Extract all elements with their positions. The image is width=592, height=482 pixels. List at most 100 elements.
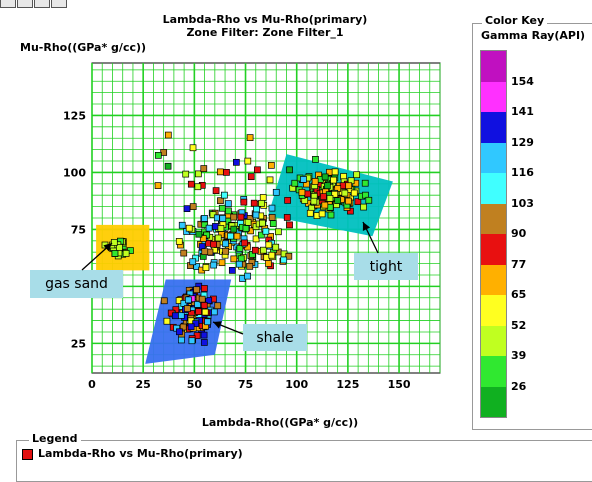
data-point bbox=[233, 232, 241, 240]
data-point bbox=[164, 162, 172, 170]
data-point bbox=[244, 272, 251, 280]
data-point bbox=[334, 197, 342, 204]
data-point bbox=[203, 231, 211, 239]
color-key-label: 103 bbox=[511, 196, 534, 210]
x-tick-label: 0 bbox=[88, 378, 96, 391]
color-key-swatch bbox=[481, 325, 506, 356]
data-point bbox=[202, 264, 210, 272]
color-key-swatch bbox=[481, 51, 506, 82]
data-point bbox=[164, 131, 172, 139]
data-point bbox=[199, 235, 207, 242]
data-point bbox=[310, 197, 318, 205]
data-point bbox=[286, 166, 293, 174]
color-key-swatch bbox=[481, 142, 506, 173]
data-point bbox=[216, 168, 224, 176]
data-point bbox=[240, 198, 248, 206]
data-point bbox=[257, 231, 265, 239]
y-tick-label: 75 bbox=[71, 223, 86, 236]
color-key-swatch bbox=[481, 264, 506, 295]
data-point bbox=[230, 255, 238, 263]
data-point bbox=[265, 241, 273, 249]
chart-subtitle: Zone Filter: Zone Filter_1 bbox=[186, 26, 344, 39]
data-point bbox=[176, 328, 183, 336]
data-point bbox=[178, 336, 185, 344]
data-point bbox=[177, 312, 185, 319]
color-key-variable: Gamma Ray(API) bbox=[481, 29, 586, 42]
data-point bbox=[116, 244, 123, 251]
x-tick-label: 25 bbox=[136, 378, 151, 391]
data-point bbox=[284, 196, 291, 204]
data-point bbox=[224, 200, 232, 207]
data-point bbox=[180, 249, 188, 257]
data-point bbox=[217, 197, 224, 205]
color-key-swatch bbox=[481, 295, 506, 326]
data-point bbox=[194, 301, 201, 308]
arrow-head bbox=[213, 321, 222, 329]
data-point bbox=[291, 179, 299, 187]
data-point bbox=[268, 251, 276, 259]
annotation-label: gas sand bbox=[45, 276, 108, 292]
data-point bbox=[286, 221, 293, 229]
color-key-swatch bbox=[481, 81, 506, 112]
toolbar-button[interactable] bbox=[0, 0, 16, 8]
data-point bbox=[221, 191, 228, 199]
data-point bbox=[361, 179, 369, 187]
data-point bbox=[189, 203, 197, 210]
data-point bbox=[122, 250, 130, 257]
data-point bbox=[365, 196, 373, 204]
data-point bbox=[189, 144, 197, 152]
data-point bbox=[235, 260, 243, 268]
data-point bbox=[227, 232, 234, 240]
data-point bbox=[268, 204, 276, 212]
chart-title: Lambda-Rho vs Mu-Rho(primary) bbox=[162, 13, 368, 26]
color-key-label: 116 bbox=[511, 166, 534, 179]
data-point bbox=[230, 225, 238, 233]
toolbar-button[interactable] bbox=[34, 0, 50, 8]
data-point bbox=[210, 308, 218, 316]
data-point bbox=[214, 302, 222, 310]
data-point bbox=[201, 248, 209, 256]
color-key-label: 141 bbox=[511, 105, 534, 118]
y-axis-label: Mu-Rho((GPa* g/cc)) bbox=[20, 41, 147, 54]
data-point bbox=[200, 339, 208, 346]
data-point bbox=[345, 182, 353, 190]
data-point bbox=[265, 260, 272, 267]
data-point bbox=[252, 235, 260, 243]
color-key-swatch bbox=[481, 112, 506, 143]
color-key-label: 26 bbox=[511, 379, 527, 393]
toolbar-button[interactable] bbox=[17, 0, 33, 8]
y-tick-label: 100 bbox=[63, 166, 86, 179]
data-point bbox=[219, 215, 227, 222]
color-key-label: 77 bbox=[511, 257, 527, 271]
data-point bbox=[218, 259, 226, 267]
data-point bbox=[285, 252, 293, 260]
data-point bbox=[347, 207, 354, 215]
data-point bbox=[180, 300, 188, 307]
data-point bbox=[311, 178, 319, 185]
data-point bbox=[250, 199, 258, 207]
data-point bbox=[195, 170, 202, 178]
color-key-label: 52 bbox=[511, 318, 527, 332]
data-point bbox=[218, 204, 226, 212]
color-key-label: 90 bbox=[511, 227, 527, 240]
data-point bbox=[251, 246, 259, 254]
data-point bbox=[110, 239, 118, 246]
data-point bbox=[233, 158, 240, 166]
data-point bbox=[298, 188, 306, 196]
data-point bbox=[312, 156, 319, 163]
data-point bbox=[182, 170, 190, 178]
data-point bbox=[222, 240, 229, 248]
data-point bbox=[163, 317, 171, 325]
data-point bbox=[210, 240, 217, 248]
toolbar-button[interactable] bbox=[51, 0, 67, 8]
chart-title-block: Lambda-Rho vs Mu-Rho(primary) Zone Filte… bbox=[100, 13, 430, 39]
data-point bbox=[171, 312, 179, 320]
data-point bbox=[204, 318, 211, 326]
data-point bbox=[244, 219, 252, 226]
data-point bbox=[247, 173, 255, 181]
data-point bbox=[187, 323, 195, 331]
x-tick-label: 50 bbox=[187, 378, 203, 391]
data-point bbox=[321, 201, 329, 209]
toolbar-fragment[interactable] bbox=[0, 0, 96, 8]
